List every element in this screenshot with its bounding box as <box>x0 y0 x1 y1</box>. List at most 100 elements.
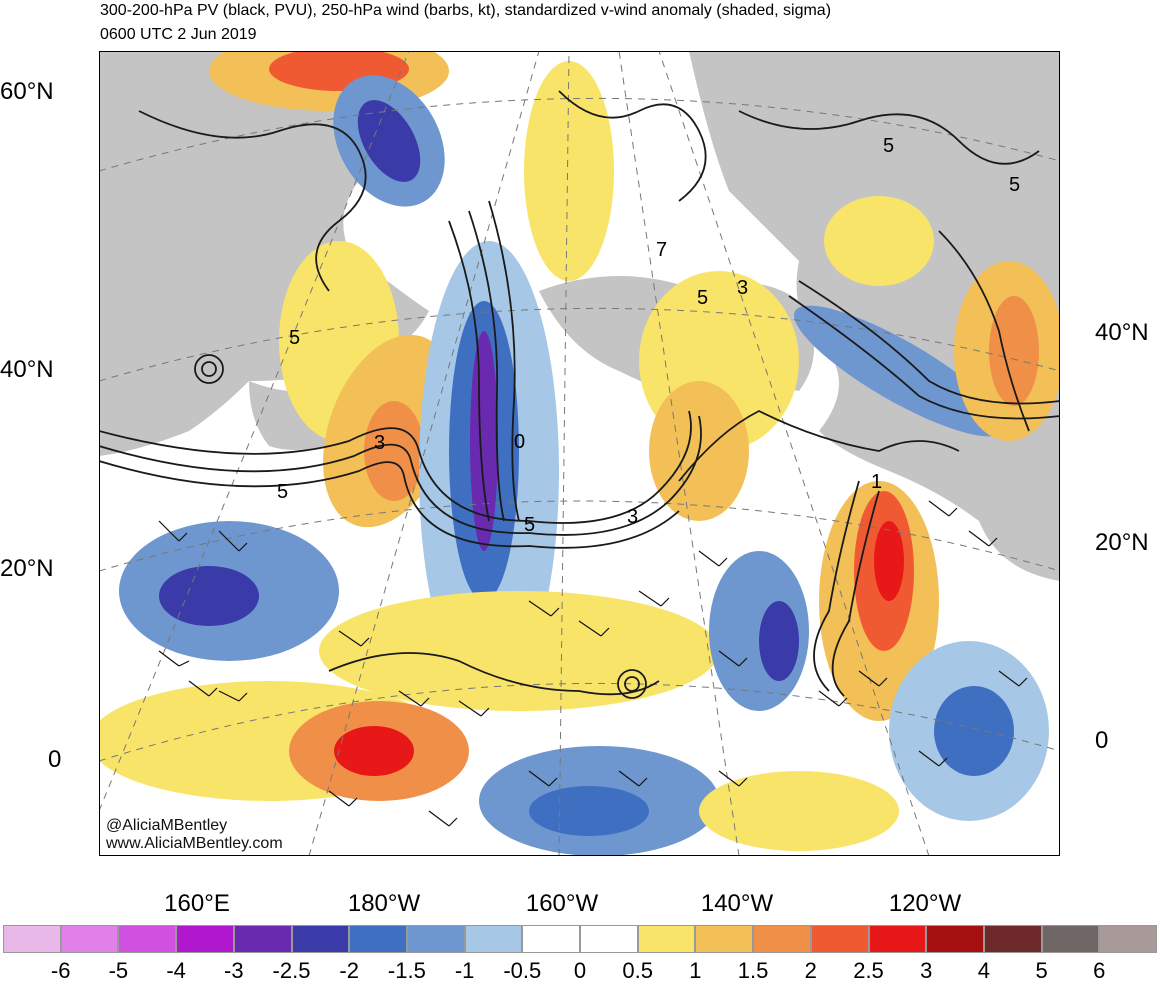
lon-label-120w: 120°W <box>888 890 962 917</box>
colorbar-label: 2 <box>804 958 817 983</box>
pv-contour-layer <box>99 90 1060 699</box>
wind-barb <box>998 670 1028 687</box>
pv-contour <box>138 110 367 292</box>
colorbar-label: 1.5 <box>737 958 769 983</box>
pv-contour <box>201 361 217 377</box>
lat-label-20n-right: 20°N <box>1095 529 1149 556</box>
graticule-line <box>99 97 1060 172</box>
pv-contour <box>624 676 640 692</box>
valid-time: 0600 UTC 2 Jun 2019 <box>100 26 257 43</box>
graticule-line <box>558 51 570 856</box>
pv-contour <box>738 110 1040 165</box>
pv-contour <box>798 280 1060 405</box>
pv-contour <box>99 460 680 549</box>
lon-label-140w: 140°W <box>700 890 774 917</box>
pv-contour <box>488 200 520 522</box>
colorbar-swatch <box>60 925 119 953</box>
lon-label-160w: 160°W <box>525 890 599 917</box>
pv-contour <box>468 210 505 522</box>
graticule-line <box>658 51 930 856</box>
wind-barb <box>858 670 888 687</box>
graticule-layer <box>99 51 1060 856</box>
graticule-line <box>99 682 1060 762</box>
contour-label: 5 <box>289 327 300 349</box>
wind-barb <box>158 650 190 667</box>
wind-barb <box>338 630 370 647</box>
wind-barb <box>718 770 748 787</box>
colorbar-label: 0.5 <box>622 958 653 983</box>
contour-label: 3 <box>737 277 748 299</box>
colorbar-label: -3 <box>224 958 244 983</box>
weather-map: 5 5 3 5 3 7 5 3 1 5 5 0 <box>99 51 1060 856</box>
colorbar-swatch <box>983 925 1042 953</box>
contour-label: 3 <box>627 506 638 528</box>
pv-contour <box>99 410 692 524</box>
colorbar-label: -6 <box>50 958 71 983</box>
colorbar-label: -4 <box>166 958 186 983</box>
map-title: 300-200-hPa PV (black, PVU), 250-hPa win… <box>100 2 832 19</box>
anomaly-blob <box>364 401 424 501</box>
contour-label: 5 <box>1009 174 1020 196</box>
contour-label: 7 <box>656 239 667 261</box>
colorbar-label: 1 <box>689 958 702 983</box>
wind-barb <box>638 590 670 607</box>
colorbar-label: 0 <box>573 958 587 983</box>
wind-barb <box>218 530 248 552</box>
pv-contour <box>788 295 1060 420</box>
wind-barb <box>218 690 248 702</box>
colorbar-label: -1 <box>454 958 475 983</box>
colorbar-swatch <box>522 925 581 953</box>
colorbar-label: -1.5 <box>387 958 426 983</box>
wind-barb <box>578 620 610 637</box>
land-north-america <box>689 51 1060 581</box>
anomaly-blob <box>334 726 414 776</box>
graticule-line <box>99 500 1060 572</box>
contour-label: 0 <box>514 431 525 453</box>
contour-label: 5 <box>883 135 894 157</box>
graticule-line <box>99 51 410 812</box>
anomaly-blob <box>524 61 614 281</box>
colorbar-label: 6 <box>1093 958 1106 983</box>
colorbar-swatch <box>291 925 350 953</box>
colorbar-swatch <box>233 925 292 953</box>
wind-barb <box>458 700 490 717</box>
anomaly-blob <box>759 601 799 681</box>
pv-contour <box>617 669 647 699</box>
anomaly-blob <box>824 196 934 286</box>
lat-label-0-left: 0 <box>48 746 62 773</box>
colorbar-label: 5 <box>1035 958 1048 983</box>
wind-barb <box>618 770 648 787</box>
colorbar-swatch <box>464 925 523 953</box>
anomaly-blob <box>934 686 1014 776</box>
graticule-line <box>308 51 540 856</box>
anomaly-blob <box>989 296 1039 406</box>
lat-label-40n-right: 40°N <box>1095 319 1149 346</box>
lat-label-20n-left: 20°N <box>0 555 54 582</box>
colorbar-swatch <box>1099 925 1158 953</box>
credit-handle: @AliciaMBentley <box>106 817 228 834</box>
colorbar-swatch <box>868 925 927 953</box>
wind-barb <box>528 770 558 787</box>
wind-barb <box>918 750 948 767</box>
anomaly-blob <box>159 566 259 626</box>
colorbar-swatch <box>637 925 696 953</box>
wind-barb <box>328 790 358 807</box>
colorbar <box>3 925 1158 953</box>
wind-barb <box>428 810 458 827</box>
colorbar-label: -0.5 <box>503 958 542 983</box>
contour-label: 5 <box>277 481 288 503</box>
colorbar-swatch <box>3 925 61 953</box>
graticule-line <box>99 307 1060 382</box>
anomaly-blob <box>319 591 719 711</box>
colorbar-swatch <box>695 925 754 953</box>
wind-barb <box>158 520 188 542</box>
wind-barb <box>718 650 748 667</box>
colorbar-swatch <box>810 925 869 953</box>
anomaly-blob <box>874 521 904 601</box>
colorbar-label: -2 <box>339 958 359 983</box>
wind-barb-layer <box>158 500 1028 827</box>
colorbar-swatch <box>753 925 811 953</box>
pv-contour <box>813 480 860 692</box>
contour-label: 1 <box>871 471 882 493</box>
colorbar-label: -5 <box>108 958 129 983</box>
